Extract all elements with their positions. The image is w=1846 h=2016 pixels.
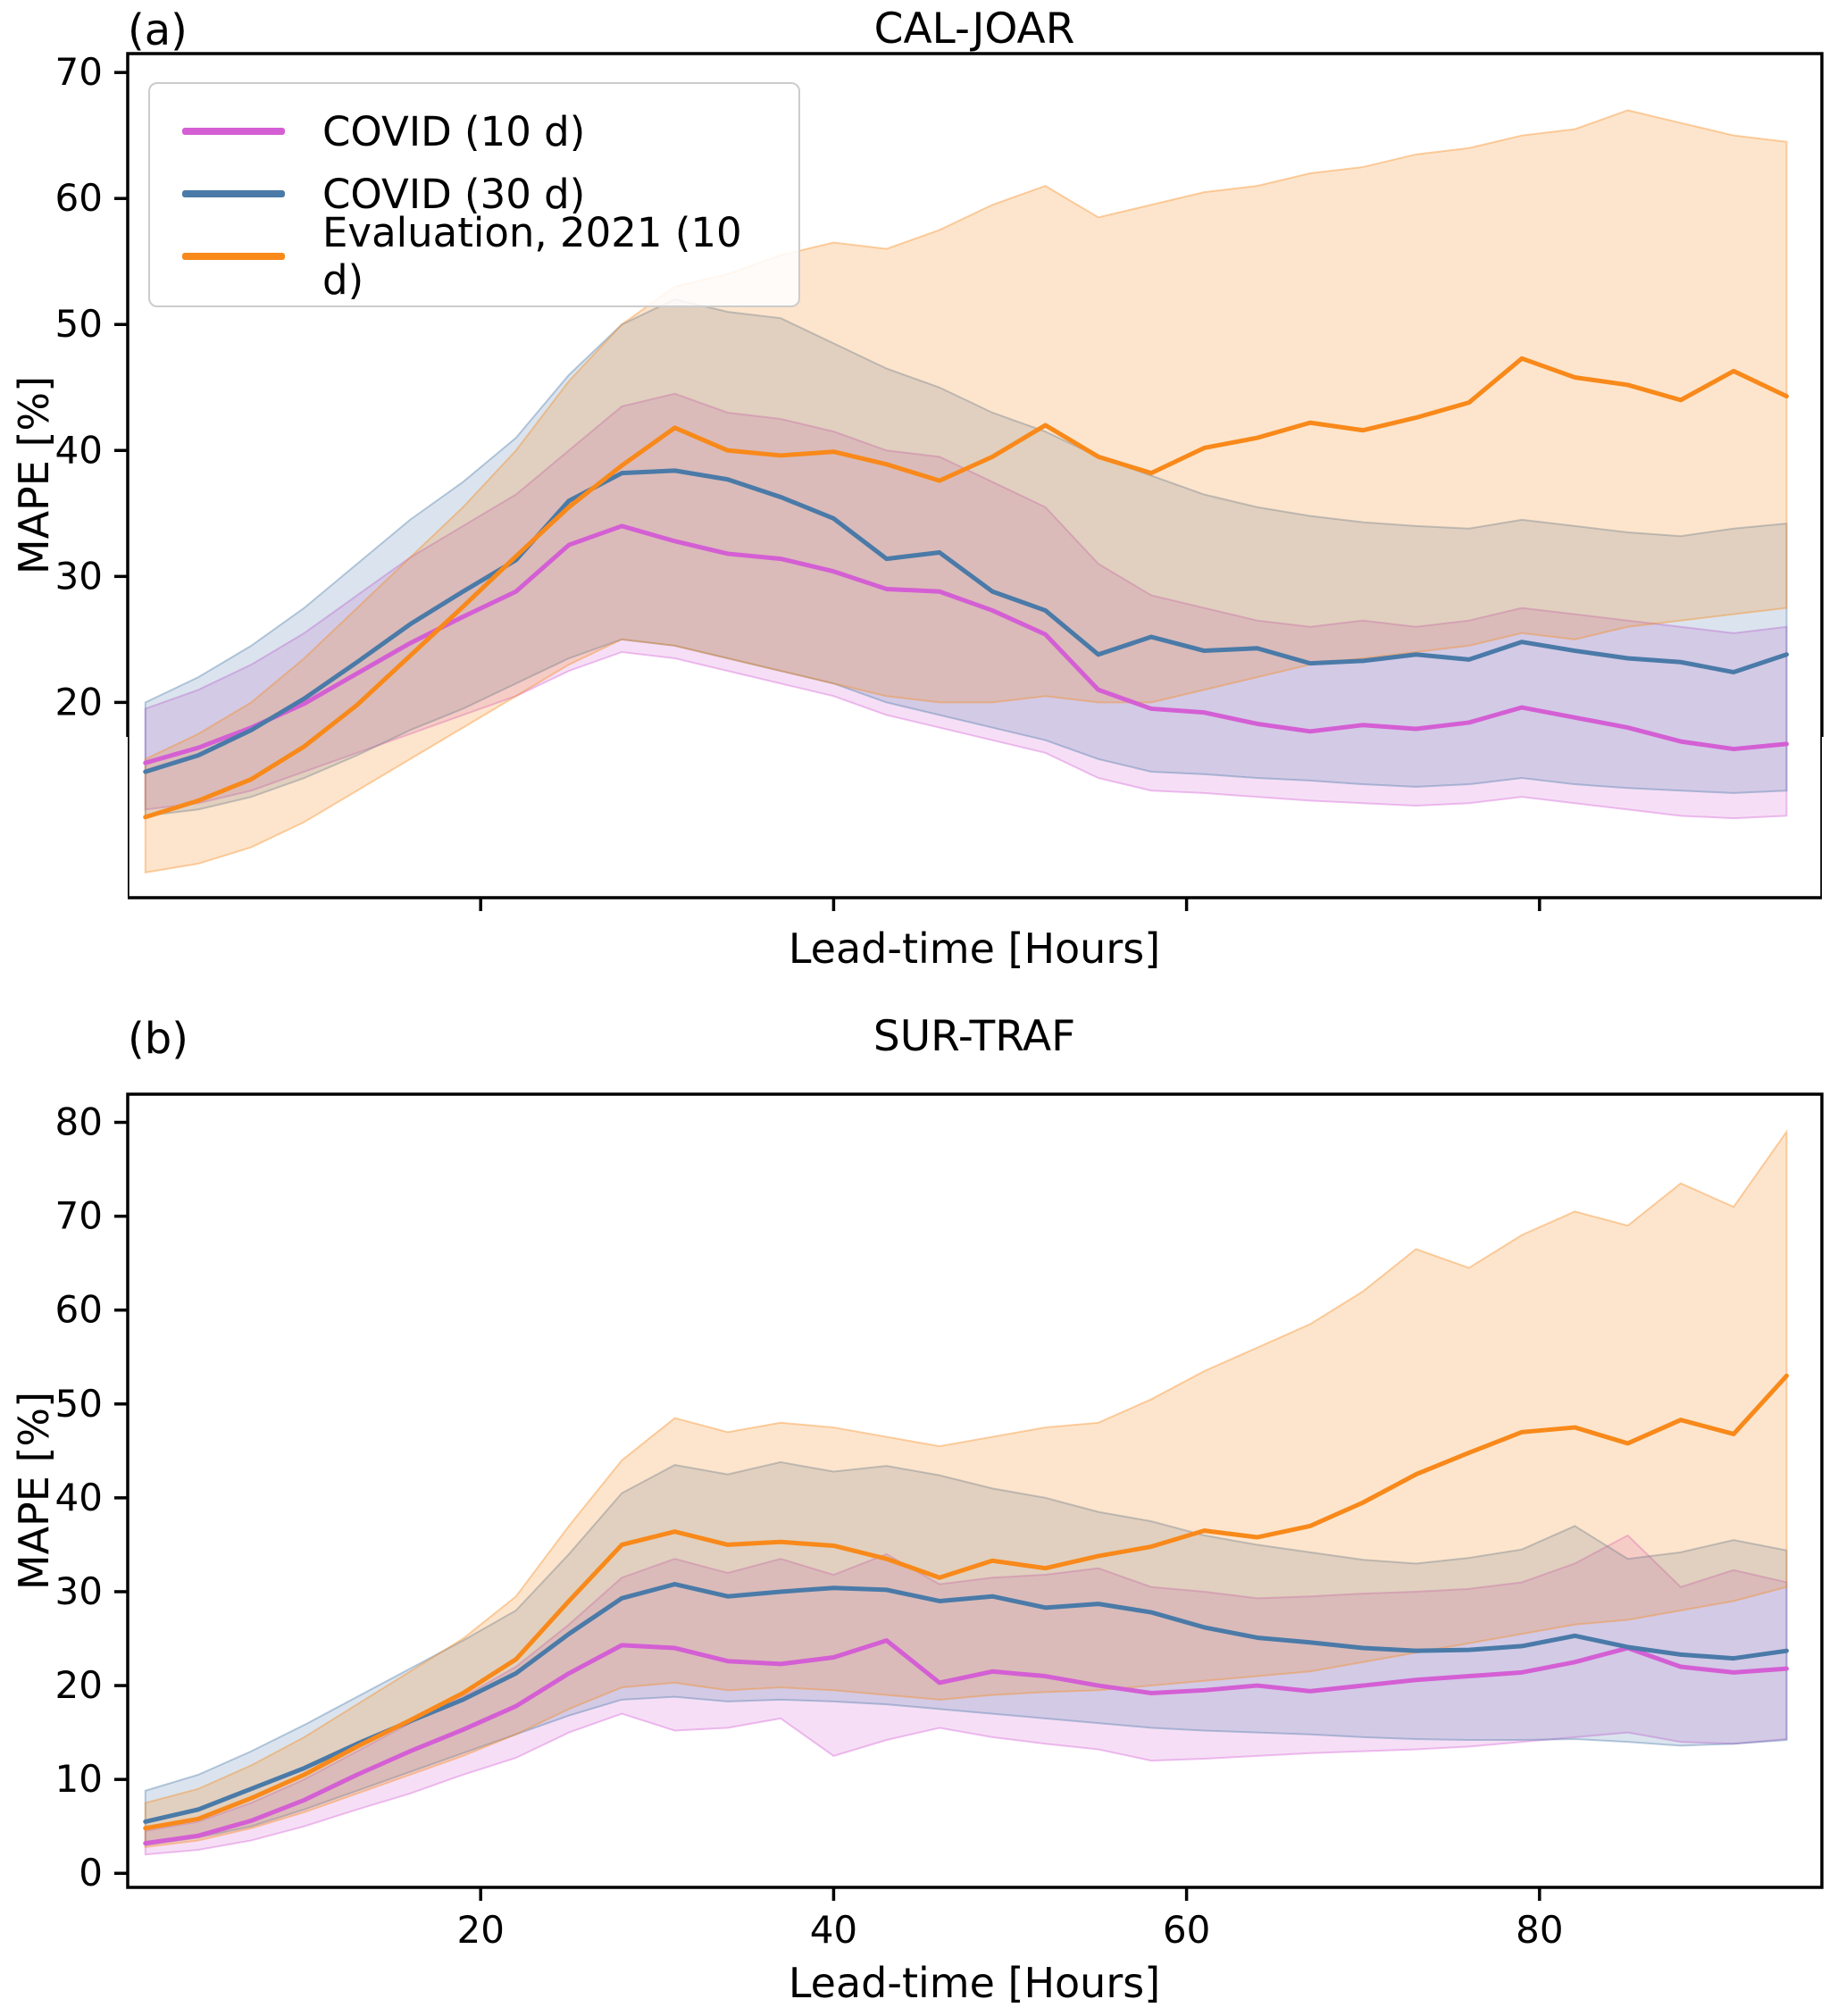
svg-text:50: 50 <box>55 302 103 346</box>
legend-label-evaluation-2021: Evaluation, 2021 (10 d) <box>322 209 742 304</box>
svg-text:0: 0 <box>79 1851 103 1895</box>
panel-a-x-axis-label: Lead-time [Hours] <box>788 924 1161 973</box>
legend-swatch-evaluation-2021 <box>182 253 285 260</box>
panel-a-title: CAL-JOAR <box>873 4 1075 54</box>
panel-a-y-axis-label: MAPE [%] <box>10 375 58 575</box>
svg-text:20: 20 <box>456 1908 504 1952</box>
svg-text:40: 40 <box>55 1476 103 1519</box>
svg-text:20: 20 <box>55 680 103 724</box>
svg-text:30: 30 <box>55 554 103 598</box>
svg-text:70: 70 <box>55 1194 103 1238</box>
svg-text:40: 40 <box>810 1908 857 1952</box>
legend-item: COVID (10 d) <box>182 100 772 163</box>
svg-text:30: 30 <box>55 1569 103 1613</box>
svg-text:60: 60 <box>1163 1908 1210 1952</box>
svg-text:70: 70 <box>55 50 103 94</box>
panel-b-y-axis-label: MAPE [%] <box>10 1391 58 1591</box>
legend-label-covid-10d: COVID (10 d) <box>322 107 586 155</box>
panel-a-label: (a) <box>128 5 188 55</box>
legend-item: COVID (30 d) <box>182 163 772 225</box>
svg-text:50: 50 <box>55 1382 103 1426</box>
legend-label-covid-30d: COVID (30 d) <box>322 170 586 218</box>
panel-b-x-axis-label: Lead-time [Hours] <box>788 1959 1161 2007</box>
svg-text:60: 60 <box>55 1288 103 1332</box>
svg-text:80: 80 <box>55 1100 103 1144</box>
svg-text:60: 60 <box>55 176 103 220</box>
panel-b-label: (b) <box>128 1014 188 1064</box>
svg-text:80: 80 <box>1516 1908 1563 1952</box>
svg-text:20: 20 <box>55 1663 103 1707</box>
svg-text:40: 40 <box>55 428 103 472</box>
svg-text:10: 10 <box>55 1757 103 1801</box>
panel-b-title: SUR-TRAF <box>873 1012 1076 1061</box>
legend-swatch-covid-10d <box>182 128 285 135</box>
legend-swatch-covid-30d <box>182 190 285 197</box>
legend: COVID (10 d) COVID (30 d) Evaluation, 20… <box>148 82 800 307</box>
legend-item: Evaluation, 2021 (10 d) <box>182 209 772 304</box>
